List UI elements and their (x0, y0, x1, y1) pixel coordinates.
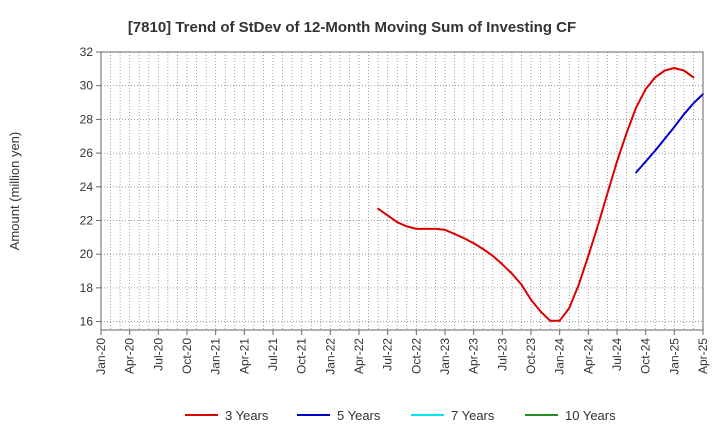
x-tick-label: Apr-20 (123, 338, 137, 374)
y-tick-label: 26 (80, 146, 94, 160)
y-tick-label: 18 (80, 281, 94, 295)
x-tick-label: Jan-25 (667, 338, 681, 375)
x-tick-label: Jan-21 (209, 338, 223, 375)
x-tick-label: Jan-20 (94, 338, 108, 375)
chart-title: [7810] Trend of StDev of 12-Month Moving… (128, 19, 576, 36)
legend-label-10-years: 10 Years (565, 408, 616, 423)
series-line-3-years (377, 67, 695, 322)
series-lines (377, 67, 704, 322)
x-tick-label: Jan-23 (438, 338, 452, 375)
y-tick-label: 28 (80, 112, 94, 126)
x-tick-label: Jul-22 (381, 338, 395, 371)
legend-label-5-years: 5 Years (337, 408, 381, 423)
x-tick-label: Oct-20 (180, 338, 194, 374)
x-tick-label: Oct-23 (524, 338, 538, 374)
x-tick-label: Jul-20 (151, 338, 165, 371)
x-tick-label: Jul-24 (610, 338, 624, 371)
legend-label-3-years: 3 Years (225, 408, 269, 423)
y-axis-ticks: 16 18 20 22 24 26 28 30 32 (80, 45, 101, 329)
x-tick-label: Apr-22 (352, 338, 366, 374)
y-tick-label: 30 (80, 79, 94, 93)
legend: 3 Years 5 Years 7 Years 10 Years (185, 408, 616, 423)
y-axis-label: Amount (million yen) (7, 132, 22, 251)
y-tick-label: 32 (80, 45, 94, 59)
x-tick-label: Jul-21 (266, 338, 280, 371)
x-tick-label: Apr-24 (581, 338, 595, 374)
x-tick-label: Oct-24 (639, 338, 653, 374)
series-line-5-years (635, 93, 704, 174)
plot-area-frame (100, 51, 704, 331)
grid-lines (101, 52, 703, 330)
legend-label-7-years: 7 Years (451, 408, 495, 423)
x-tick-label: Apr-21 (237, 338, 251, 374)
y-tick-label: 16 (80, 315, 94, 329)
x-tick-label: Jul-23 (495, 338, 509, 371)
x-tick-label: Jan-22 (323, 338, 337, 375)
x-tick-label: Apr-23 (467, 338, 481, 374)
x-tick-label: Apr-25 (696, 338, 710, 374)
x-tick-label: Oct-21 (295, 338, 309, 374)
x-tick-label: Oct-22 (409, 338, 423, 374)
y-tick-label: 20 (80, 247, 94, 261)
y-tick-label: 24 (80, 180, 94, 194)
x-axis-ticks: Jan-20 Apr-20 Jul-20 Oct-20 Jan-21 Apr-21 Jul-… (94, 330, 710, 375)
y-tick-label: 22 (80, 213, 94, 227)
x-tick-label: Jan-24 (553, 338, 567, 375)
